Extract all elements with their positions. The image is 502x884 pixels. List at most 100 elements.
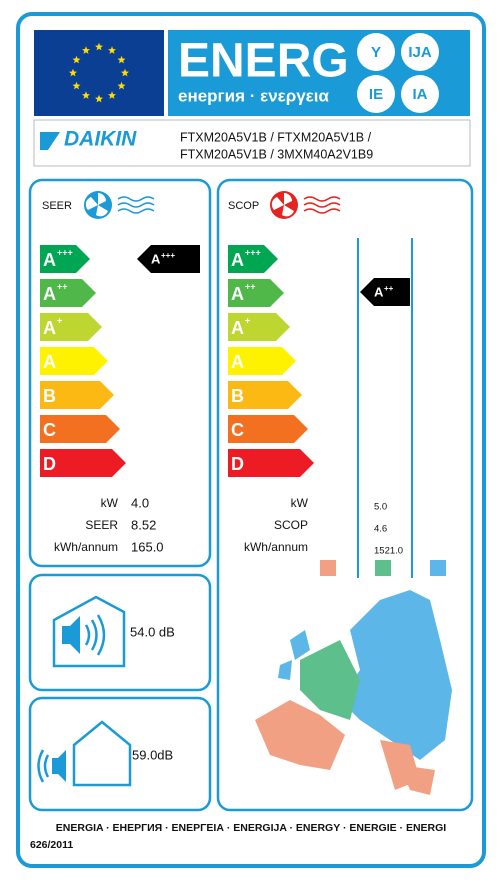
suffix: IJA <box>408 44 432 61</box>
seer-row-label: kWh/annum <box>54 540 118 554</box>
scop-row-label: SCOP <box>274 518 308 532</box>
eu-star <box>69 68 77 77</box>
warm-zone-key <box>320 560 336 576</box>
scop-row-label: kWh/annum <box>244 540 308 554</box>
eu-star <box>95 42 103 51</box>
class-arrow <box>228 279 284 307</box>
class-arrow <box>228 415 308 443</box>
class-letter: A <box>43 352 56 372</box>
average-zone <box>300 640 360 720</box>
warm-zone <box>255 700 435 795</box>
speaker-icon <box>52 750 66 782</box>
eu-star <box>117 55 126 64</box>
rating-arrow <box>137 245 200 273</box>
class-letter: B <box>231 386 244 406</box>
rating-arrow <box>360 278 410 306</box>
eu-star <box>108 46 116 54</box>
eu-star <box>117 81 126 90</box>
indoor-house-icon <box>52 595 126 668</box>
outdoor-house-icon <box>72 720 132 787</box>
class-sup: ++ <box>245 281 256 291</box>
class-arrow <box>40 313 102 341</box>
suffix: IA <box>413 86 428 103</box>
regulation: 626/2011 <box>30 839 73 851</box>
class-sup: + <box>245 315 250 325</box>
indoor-noise: 54.0 dB <box>130 624 175 639</box>
brand-logo <box>40 132 60 150</box>
sound-waves <box>37 749 50 783</box>
cool-air-waves <box>117 196 155 214</box>
class-arrow <box>228 313 290 341</box>
eu-star <box>82 91 90 99</box>
brand-box <box>33 119 471 167</box>
seer-row-value: 4.0 <box>131 495 149 510</box>
scop-row-label: kW <box>291 496 309 510</box>
average-zone-key <box>375 560 391 576</box>
class-letter: A <box>43 250 56 270</box>
scop-row-value: 1521.0 <box>374 546 403 557</box>
cold-zone <box>278 630 310 680</box>
suffix-circle <box>401 75 439 113</box>
class-letter: A <box>43 318 56 338</box>
rating-sup: ++ <box>384 284 394 293</box>
seer-label: SEER <box>42 200 72 212</box>
class-arrow <box>40 245 90 273</box>
heat-air-waves <box>303 196 341 214</box>
class-arrow <box>40 449 126 477</box>
class-arrow <box>228 381 302 409</box>
class-arrow <box>40 279 96 307</box>
eu-star <box>121 68 129 77</box>
header-title: ENERG <box>178 35 349 88</box>
suffix-circle <box>357 33 395 71</box>
class-letter: C <box>231 420 244 440</box>
speaker-icon <box>62 616 80 654</box>
eu-star <box>82 46 90 54</box>
class-letter: A <box>43 284 56 304</box>
rating-letter: A <box>151 251 161 266</box>
class-arrow <box>228 347 296 375</box>
seer-row-label: SEER <box>85 518 118 532</box>
class-letter: C <box>43 420 56 440</box>
scop-row-value: 4.6 <box>374 524 387 535</box>
indoor-noise-panel <box>28 573 212 692</box>
suffix-circle <box>401 33 439 71</box>
footer-languages: ENERGIA · ЕНЕРГИЯ · ΕΝΕΡΓΕΙΑ · ENERGIJA … <box>56 822 447 834</box>
scop-panel <box>216 178 474 812</box>
eu-star <box>72 81 81 90</box>
class-letter: A <box>231 318 244 338</box>
model-line: FTXM20A5V1B / FTXM20A5V1B / <box>180 130 372 144</box>
europe-map <box>255 590 452 795</box>
brand: DAIKIN <box>64 128 137 151</box>
outer-border <box>16 12 486 868</box>
class-sup: +++ <box>57 247 73 257</box>
seer-panel <box>28 178 212 568</box>
outdoor-noise-panel <box>28 696 212 812</box>
scop-row-value: 5.0 <box>374 502 387 513</box>
cold-zone <box>340 590 452 760</box>
class-letter: A <box>231 352 244 372</box>
class-arrow <box>228 449 314 477</box>
sound-waves <box>84 614 106 656</box>
class-letter: D <box>43 454 56 474</box>
scop-label: SCOP <box>228 200 259 212</box>
eu-star <box>72 55 81 64</box>
rating-sup: +++ <box>161 251 175 260</box>
header-subtitle: енергия · ενεργεια <box>178 86 329 105</box>
class-arrow <box>40 381 114 409</box>
class-arrow <box>40 415 120 443</box>
suffix: IE <box>369 86 383 103</box>
class-arrow <box>228 245 278 273</box>
class-sup: ++ <box>57 281 68 291</box>
class-sup: +++ <box>245 247 261 257</box>
eu-star <box>108 91 116 99</box>
fan-blades <box>85 193 108 217</box>
class-letter: B <box>43 386 56 406</box>
cold-zone-key <box>430 560 446 576</box>
seer-row-value: 8.52 <box>131 517 156 532</box>
class-arrow <box>40 347 108 375</box>
model-line: FTXM20A5V1B / 3MXM40A2V1B9 <box>180 147 373 161</box>
seer-row-label: kW <box>101 496 119 510</box>
class-letter: A <box>231 250 244 270</box>
